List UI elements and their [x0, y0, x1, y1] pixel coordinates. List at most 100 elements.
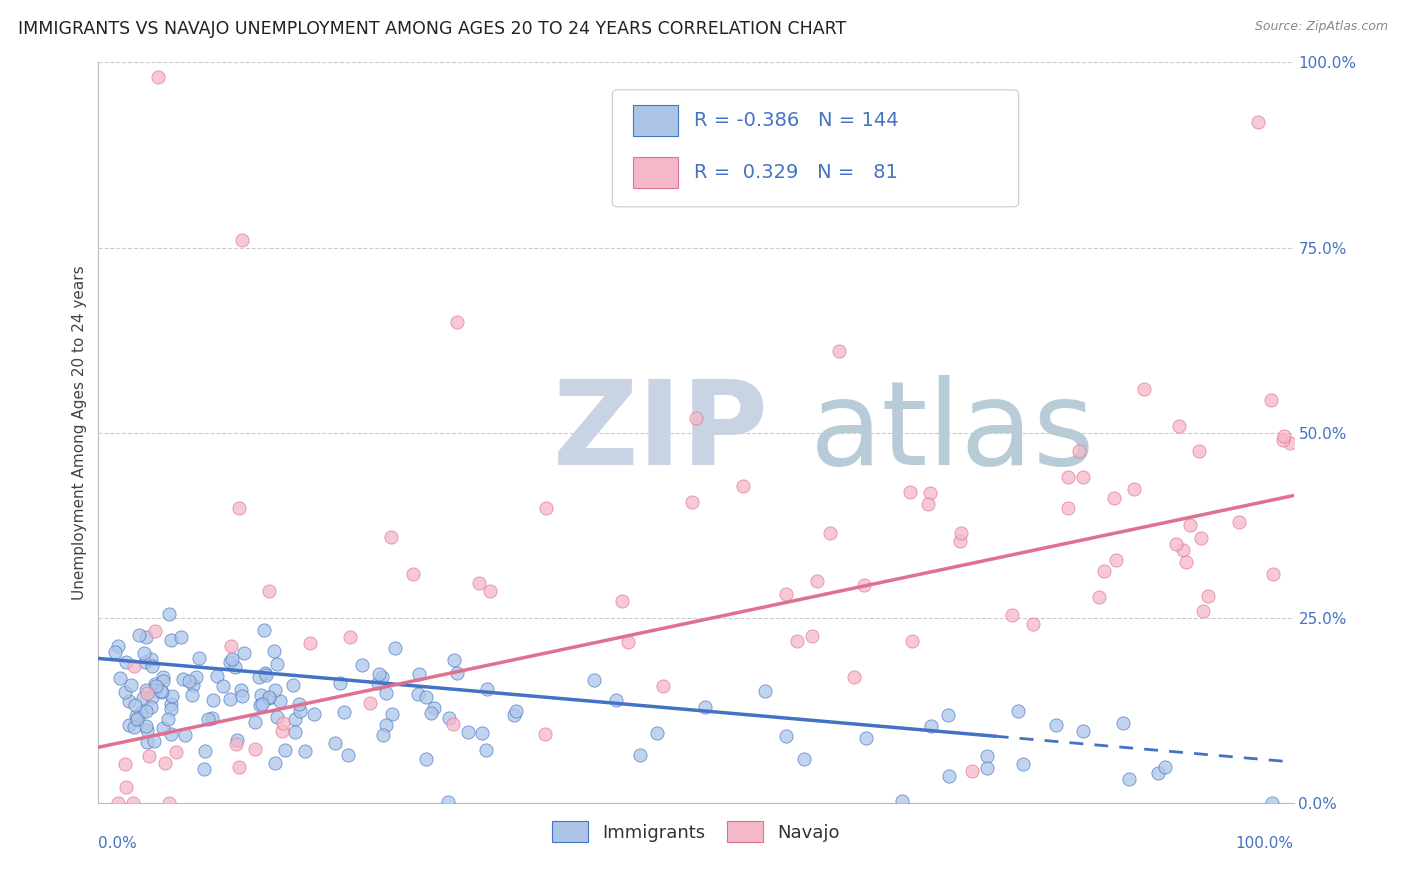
Point: [225, 737, 247, 751]
Point: [582, 673, 605, 687]
Point: [1067, 444, 1090, 458]
Point: [842, 670, 865, 684]
Point: [828, 344, 851, 359]
Point: [152, 673, 174, 688]
Point: [1263, 566, 1285, 581]
Point: [135, 704, 157, 718]
Point: [270, 724, 292, 739]
Point: [179, 674, 201, 689]
Point: [228, 501, 250, 516]
Point: [474, 742, 496, 756]
Point: [441, 717, 464, 731]
Point: [197, 712, 219, 726]
Point: [1197, 589, 1219, 603]
Point: [1092, 565, 1115, 579]
Point: [107, 639, 129, 653]
Point: [1071, 469, 1094, 483]
Point: [135, 630, 157, 644]
Point: [160, 727, 183, 741]
Point: [266, 709, 288, 723]
Point: [159, 633, 181, 648]
Point: [152, 721, 174, 735]
FancyBboxPatch shape: [613, 90, 1019, 207]
Point: [252, 697, 274, 711]
Point: [1272, 433, 1295, 447]
Point: [1045, 718, 1067, 732]
Point: [114, 756, 136, 771]
Point: [269, 694, 291, 708]
Point: [284, 724, 307, 739]
Point: [1272, 429, 1295, 443]
Point: [157, 796, 180, 810]
Point: [478, 584, 501, 599]
Point: [165, 745, 187, 759]
Point: [976, 748, 998, 763]
Point: [380, 530, 402, 544]
Point: [682, 495, 704, 509]
Point: [225, 732, 247, 747]
Point: [1153, 760, 1175, 774]
Point: [1001, 608, 1024, 623]
Point: [695, 700, 717, 714]
Point: [207, 669, 229, 683]
Point: [420, 706, 443, 720]
Point: [775, 587, 797, 601]
Point: [299, 636, 322, 650]
Point: [184, 669, 207, 683]
Point: [231, 233, 253, 247]
Point: [284, 712, 307, 726]
Point: [257, 690, 280, 705]
Point: [121, 796, 143, 810]
Point: [243, 715, 266, 730]
Point: [384, 641, 406, 656]
Point: [134, 655, 156, 669]
Point: [120, 677, 142, 691]
Point: [651, 679, 673, 693]
Point: [243, 742, 266, 756]
Point: [617, 634, 640, 648]
Point: [115, 780, 138, 794]
Point: [129, 705, 152, 719]
Point: [820, 525, 842, 540]
Point: [446, 665, 468, 680]
Point: [920, 486, 942, 500]
Point: [1189, 531, 1212, 545]
Point: [1167, 419, 1189, 434]
Point: [775, 729, 797, 743]
FancyBboxPatch shape: [633, 105, 678, 136]
Point: [201, 711, 224, 725]
Point: [249, 688, 271, 702]
Point: [381, 706, 404, 721]
Point: [142, 734, 165, 748]
Point: [936, 708, 959, 723]
Point: [294, 744, 316, 758]
Point: [855, 731, 877, 745]
Point: [333, 705, 356, 719]
Point: [257, 584, 280, 599]
Point: [170, 630, 193, 644]
Point: [193, 762, 215, 776]
Point: [172, 673, 194, 687]
Point: [949, 534, 972, 549]
Point: [1011, 757, 1033, 772]
Point: [266, 657, 288, 671]
Point: [352, 657, 374, 672]
Point: [503, 707, 526, 722]
Point: [153, 756, 176, 770]
Point: [145, 680, 167, 694]
Point: [337, 747, 360, 762]
Point: [150, 684, 173, 698]
Point: [950, 525, 973, 540]
Point: [124, 698, 146, 713]
Legend: Immigrants, Navajo: Immigrants, Navajo: [544, 814, 848, 849]
Point: [645, 726, 668, 740]
Point: [263, 682, 285, 697]
Point: [468, 576, 491, 591]
Point: [143, 683, 166, 698]
Point: [898, 484, 921, 499]
Point: [976, 760, 998, 774]
Point: [114, 685, 136, 699]
Point: [143, 677, 166, 691]
Point: [174, 728, 197, 742]
Point: [212, 680, 235, 694]
